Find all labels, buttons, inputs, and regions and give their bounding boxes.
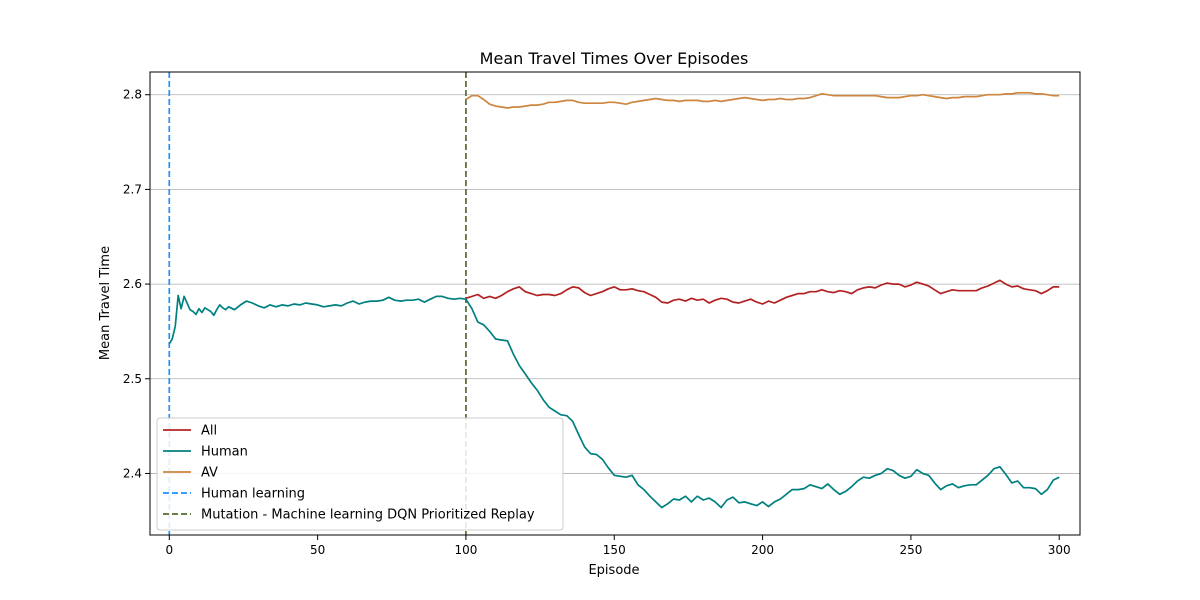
x-tick-label-6: 300 bbox=[1048, 543, 1071, 557]
y-axis-ticks: 2.4 2.5 2.6 2.7 2.8 bbox=[123, 88, 150, 480]
x-axis-label: Episode bbox=[588, 563, 639, 578]
gridlines bbox=[150, 94, 1080, 474]
legend-label-1: Human bbox=[201, 445, 248, 460]
y-tick-label-3: 2.7 bbox=[123, 182, 142, 196]
y-tick-label-4: 2.8 bbox=[123, 88, 142, 102]
y-tick-label-1: 2.5 bbox=[123, 372, 142, 386]
legend-label-3: Human learning bbox=[201, 487, 305, 502]
x-tick-label-0: 0 bbox=[165, 543, 173, 557]
series-line-all bbox=[465, 279, 1060, 305]
legend-label-0: All bbox=[201, 424, 217, 439]
legend-box bbox=[156, 417, 564, 531]
x-tick-label-5: 250 bbox=[899, 543, 922, 557]
y-axis-label: Mean Travel Time bbox=[98, 246, 113, 360]
chart-title: Mean Travel Times Over Episodes bbox=[480, 49, 749, 68]
x-tick-label-1: 50 bbox=[310, 543, 325, 557]
series-line-human bbox=[168, 294, 1060, 509]
x-tick-label-3: 150 bbox=[603, 543, 626, 557]
series-lines bbox=[168, 91, 1060, 509]
plot-frame bbox=[149, 71, 1081, 536]
series-line-av bbox=[465, 91, 1060, 109]
legend-label-4: Mutation - Machine learning DQN Prioriti… bbox=[201, 508, 535, 523]
y-tick-label-2: 2.6 bbox=[123, 277, 142, 291]
x-axis-ticks: 0 50 100 150 200 250 300 bbox=[165, 535, 1071, 557]
y-tick-label-0: 2.4 bbox=[123, 466, 142, 480]
legend-label-2: AV bbox=[201, 466, 218, 481]
reference-lines bbox=[168, 72, 467, 535]
x-tick-label-4: 200 bbox=[751, 543, 774, 557]
x-tick-label-2: 100 bbox=[454, 543, 477, 557]
legend: All Human AV Human learning Mutation - Machi… bbox=[156, 417, 564, 531]
